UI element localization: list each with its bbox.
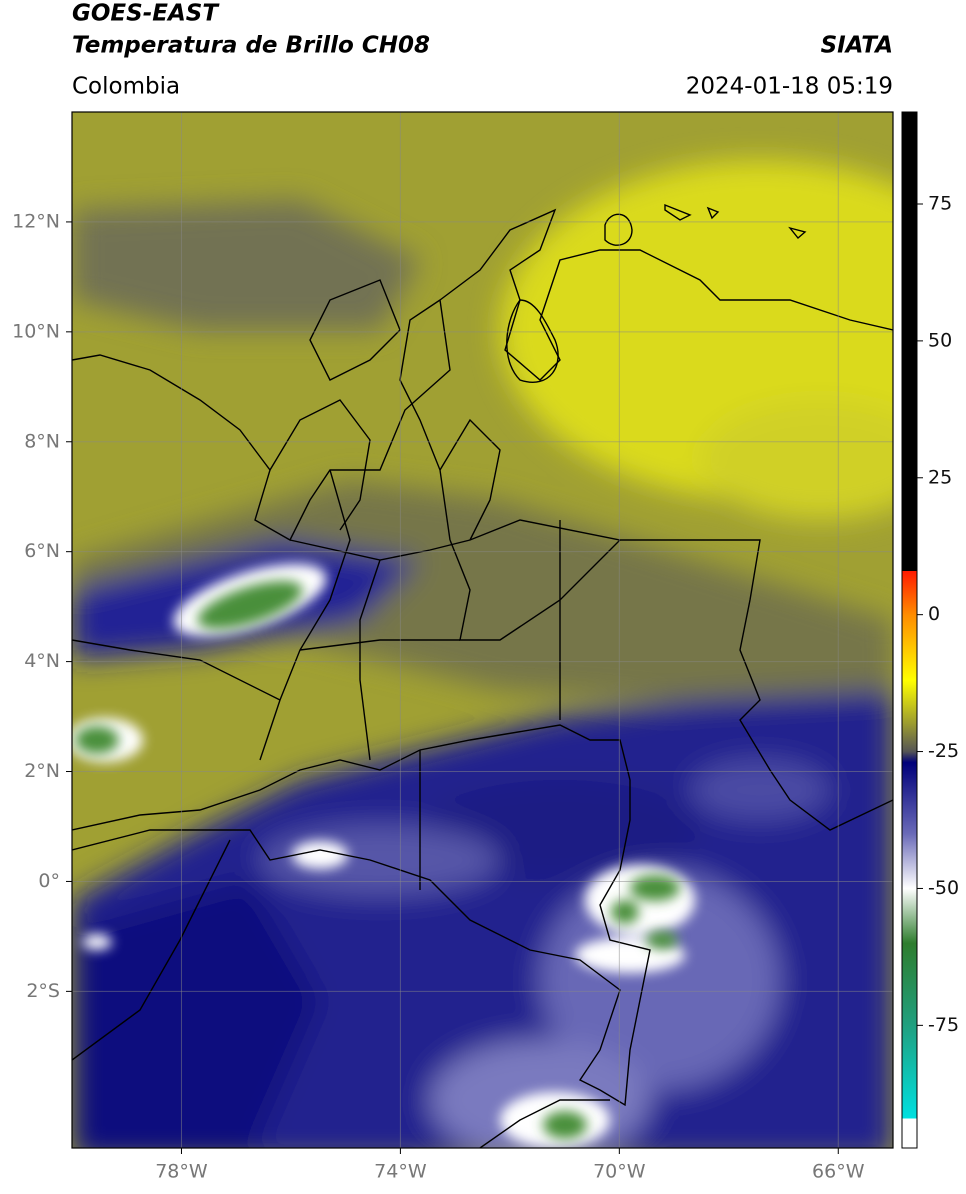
source: SIATA xyxy=(821,33,893,59)
title: GOES-EAST xyxy=(72,1,220,27)
map-frame xyxy=(71,111,894,1149)
y-tick-label: 2°S xyxy=(26,980,60,1002)
satellite-image xyxy=(72,112,893,1148)
y-tick-label: 10°N xyxy=(12,320,60,342)
borders xyxy=(72,203,893,1148)
y-tick-label: 4°N xyxy=(24,650,60,672)
colorbar-tick-label: 25 xyxy=(928,466,952,488)
y-tick-label: 8°N xyxy=(24,430,60,452)
x-tick-label: 74°W xyxy=(374,1161,427,1183)
colorbar-tick-label: 0 xyxy=(928,603,940,625)
y-tick-label: 12°N xyxy=(12,210,60,232)
x-tick-label: 66°W xyxy=(812,1161,865,1183)
y-tick-label: 2°N xyxy=(24,760,60,782)
colorbar xyxy=(901,111,918,1149)
colorbar-tick-label: 75 xyxy=(928,192,952,214)
colorbar-tick-label: -25 xyxy=(928,740,959,762)
y-tick-label: 6°N xyxy=(24,540,60,562)
colorbar-tick-label: -75 xyxy=(928,1014,959,1036)
x-tick-label: 70°W xyxy=(593,1161,646,1183)
colorbar-tick-label: -50 xyxy=(928,877,959,899)
region: Colombia xyxy=(72,74,180,100)
y-tick-label: 0° xyxy=(38,870,60,892)
timestamp: 2024-01-18 05:19 xyxy=(686,74,893,100)
grid xyxy=(72,112,893,1148)
x-tick-label: 78°W xyxy=(155,1161,208,1183)
colorbar-tick-label: 50 xyxy=(928,329,952,351)
subtitle: Temperatura de Brillo CH08 xyxy=(72,33,430,59)
